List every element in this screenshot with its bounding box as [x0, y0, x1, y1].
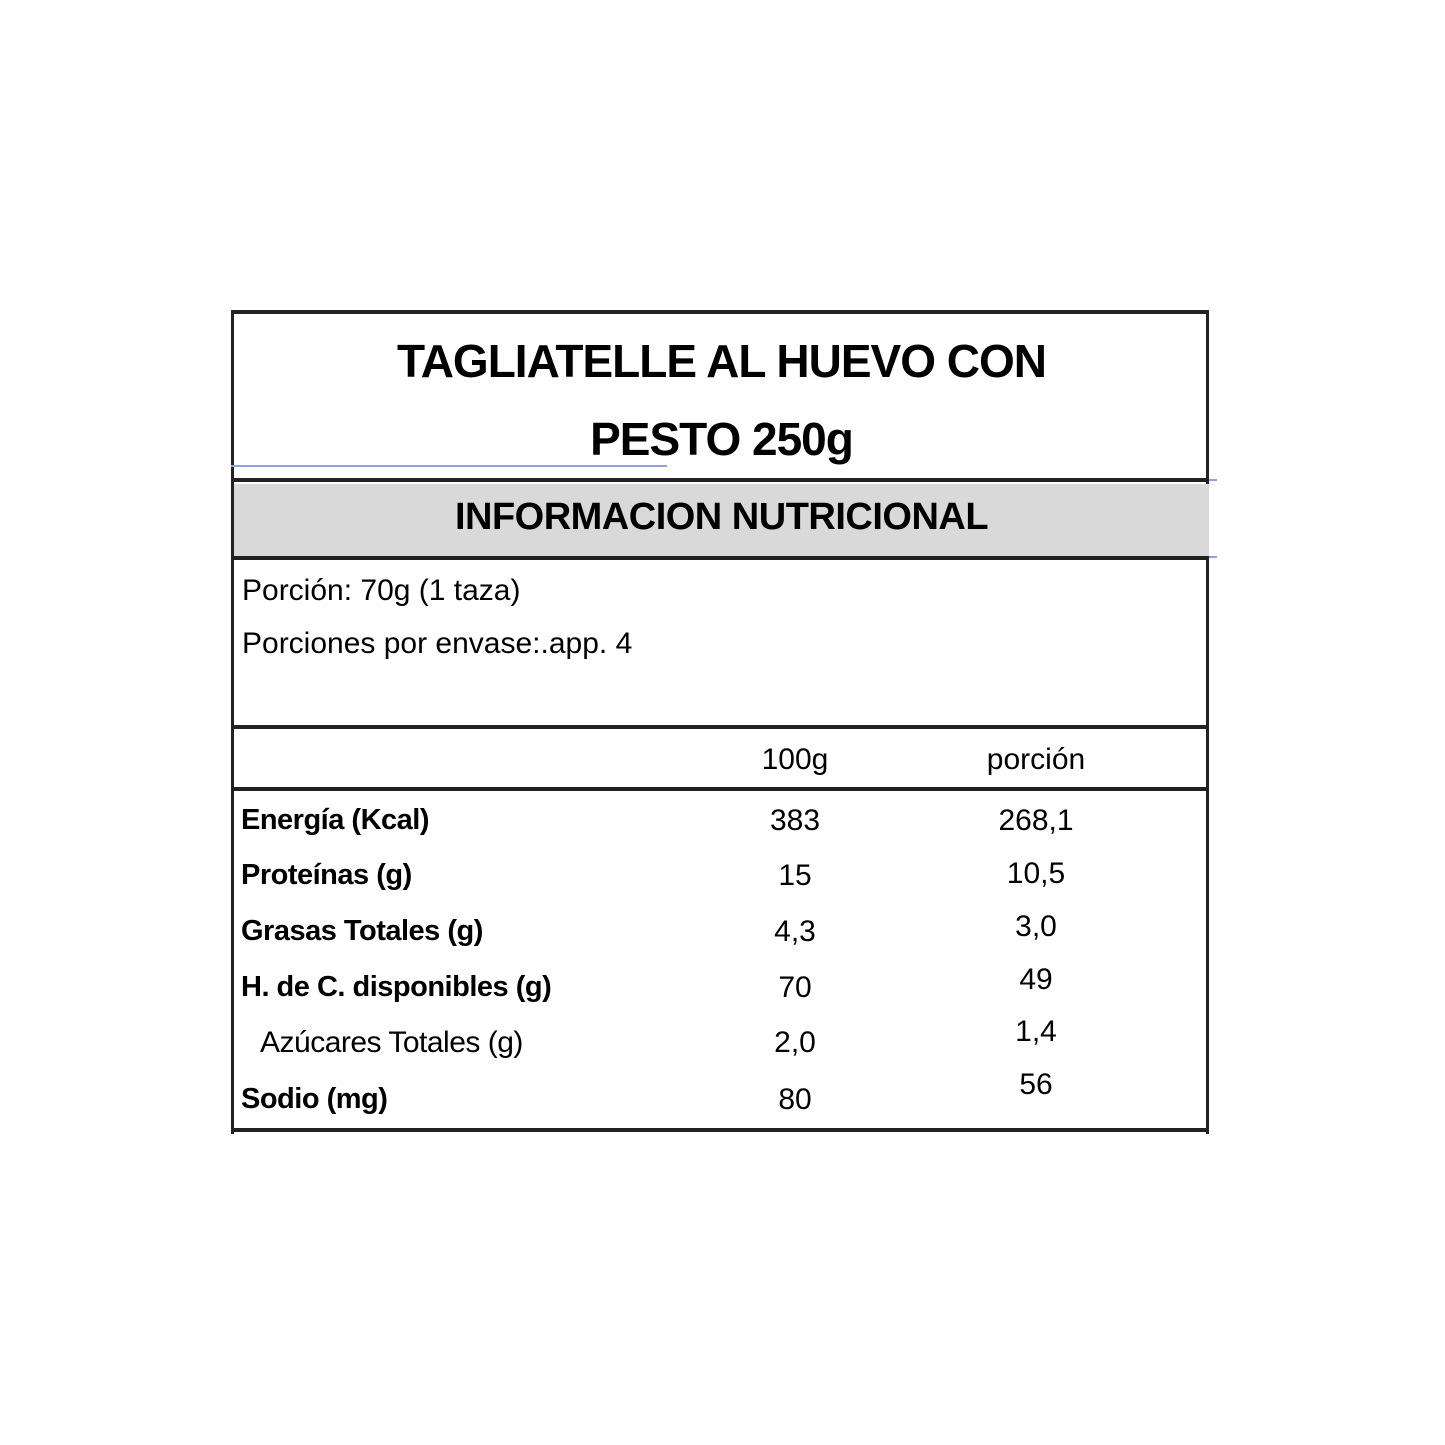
divider-columns: [231, 787, 1209, 791]
row-label: Grasas Totales (g): [241, 915, 483, 947]
column-header-100g: 100g: [761, 743, 829, 776]
border-bottom: [231, 1128, 1209, 1132]
value-portion: 268,1: [998, 804, 1074, 837]
value-portion: 56: [1019, 1068, 1053, 1101]
divider-title: [231, 478, 1209, 482]
header-band: [234, 484, 1209, 558]
row-label: Azúcares Totales (g): [260, 1026, 523, 1059]
divider-serving: [231, 725, 1209, 729]
guide-tick: [1209, 479, 1217, 481]
product-title-line2: PESTO 250g: [590, 413, 854, 465]
servings-per-pack: Porciones por envase:.app. 4: [242, 627, 633, 660]
value-100g: 80: [778, 1083, 812, 1116]
value-portion: 49: [1019, 963, 1053, 996]
value-100g: 15: [778, 859, 812, 892]
divider-header: [231, 556, 1209, 560]
value-100g: 2,0: [774, 1026, 816, 1059]
column-header-portion: porción: [986, 743, 1086, 776]
border-right: [1206, 310, 1209, 1134]
value-portion: 10,5: [1006, 857, 1066, 890]
product-title-line1: TAGLIATELLE AL HUEVO CON: [397, 335, 1047, 387]
row-label: Energía (Kcal): [241, 804, 430, 836]
value-portion: 1,4: [1015, 1015, 1057, 1048]
section-header: INFORMACION NUTRICIONAL: [454, 496, 989, 538]
value-portion: 3,0: [1015, 910, 1057, 943]
guide-line: [231, 465, 667, 467]
row-label: Proteínas (g): [241, 859, 412, 891]
border-left: [231, 310, 234, 1134]
value-100g: 4,3: [774, 915, 816, 948]
row-label: Sodio (mg): [241, 1083, 388, 1115]
guide-tick: [1209, 556, 1217, 558]
serving-size: Porción: 70g (1 taza): [242, 574, 521, 607]
row-label: H. de C. disponibles (g): [241, 971, 552, 1003]
value-100g: 383: [769, 804, 821, 837]
value-100g: 70: [778, 971, 812, 1004]
border-top: [231, 310, 1209, 314]
